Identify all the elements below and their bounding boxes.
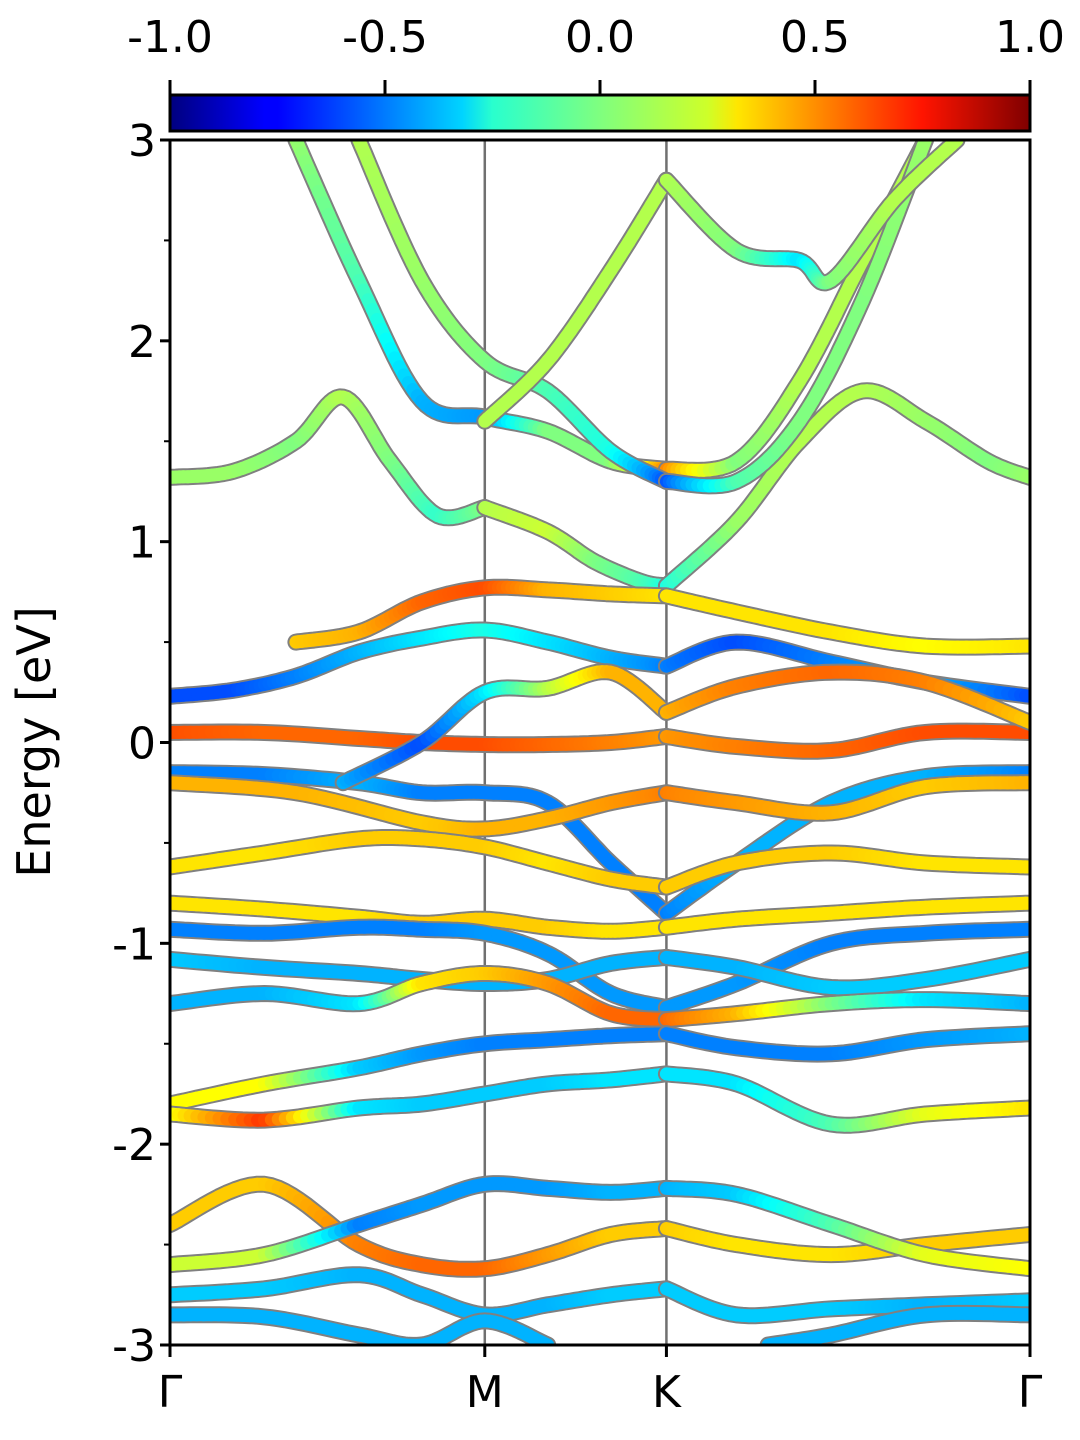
band-2 xyxy=(657,382,1030,595)
plot-area: 3 2 1 0 -1 -2 -3 Γ M K Γ xyxy=(112,116,1043,1418)
band-16 xyxy=(657,894,1030,936)
band-32 xyxy=(657,1280,1030,1325)
band-42 xyxy=(657,663,1030,731)
bands xyxy=(170,140,1030,1345)
band-21 xyxy=(170,965,675,1029)
y-axis-title: Energy [eV] xyxy=(7,606,61,877)
colorbar-tick-label: 0.5 xyxy=(780,12,850,63)
band-11 xyxy=(170,774,675,838)
band-33 xyxy=(170,1306,557,1345)
y-tick-label: -3 xyxy=(112,1321,156,1372)
x-tick-label: K xyxy=(652,1367,682,1418)
band-25 xyxy=(170,1065,675,1129)
x-tick-label: Γ xyxy=(158,1367,183,1418)
band-39 xyxy=(476,171,675,430)
band-28 xyxy=(657,1220,1030,1264)
band-3 xyxy=(287,578,675,651)
y-tick-label: -1 xyxy=(112,919,156,970)
colorbar-tick-label: 0.0 xyxy=(565,12,635,63)
band-20 xyxy=(657,948,1030,997)
y-tick-label: 3 xyxy=(128,116,156,167)
band-18 xyxy=(657,920,1030,1017)
band-4 xyxy=(657,587,1030,656)
band-24 xyxy=(657,1025,1030,1063)
colorbar-body xyxy=(168,93,1032,133)
y-tick-label: 2 xyxy=(128,317,156,368)
band-5 xyxy=(170,621,675,705)
y-tick-label: 1 xyxy=(128,518,156,569)
y-tick-label: -2 xyxy=(112,1120,156,1171)
band-17 xyxy=(170,918,675,1017)
colorbar: -1.0 -0.5 0.0 0.5 1.0 xyxy=(127,12,1065,133)
band-13 xyxy=(170,829,675,896)
x-tick-label: Γ xyxy=(1018,1367,1043,1418)
colorbar-tick-label: 1.0 xyxy=(995,12,1065,63)
colorbar-tick-label: -1.0 xyxy=(127,12,213,63)
band-31 xyxy=(170,1266,675,1324)
band-30 xyxy=(657,1179,1030,1278)
band-27 xyxy=(170,1175,675,1278)
colorbar-tick-label: -0.5 xyxy=(342,12,428,63)
y-tick-label: 0 xyxy=(128,719,156,770)
band-12 xyxy=(657,774,1030,822)
band-14 xyxy=(657,844,1030,896)
y-axis: 3 2 1 0 -1 -2 -3 xyxy=(112,116,170,1372)
band-23 xyxy=(170,1025,675,1113)
colorbar-ticks: -1.0 -0.5 0.0 0.5 1.0 xyxy=(127,12,1065,95)
band-8 xyxy=(657,722,1030,760)
x-tick-label: M xyxy=(466,1367,504,1418)
band-41 xyxy=(334,663,675,792)
band-26 xyxy=(657,1065,1030,1134)
band-40 xyxy=(657,140,966,292)
